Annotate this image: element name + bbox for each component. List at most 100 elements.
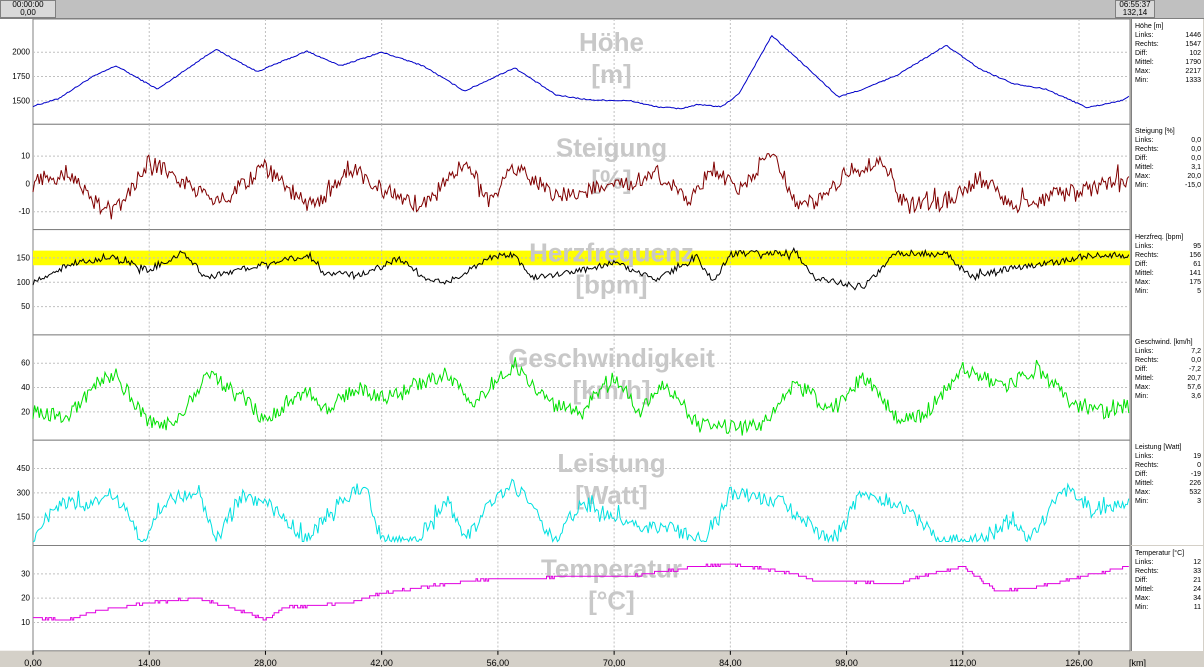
stat-value: 19	[1193, 453, 1201, 461]
stat-label: Min:	[1135, 77, 1149, 84]
series-line-hohe	[32, 34, 1130, 110]
stat-row: Diff: 0,0	[1135, 154, 1201, 163]
x-axis-area	[0, 650, 1204, 667]
panel-herzfrequenz: 50 100 150 Herzfrequenz[bpm]	[17, 229, 1131, 336]
panel-title-steigung: Steigung	[556, 132, 667, 162]
stat-panel-temperatur: Temperatur [°C] Links: 12 Rechts: 33 Diff: 21 M…	[1131, 545, 1203, 651]
panel-unit-leistung: [Watt]	[575, 480, 648, 510]
panel-title-hohe: Höhe	[579, 27, 644, 57]
panel-title-leistung: Leistung	[557, 448, 665, 478]
stat-label: Links:	[1135, 242, 1154, 250]
start-time: 00:00:00	[12, 0, 44, 9]
stat-row: Rechts: 0,0	[1135, 356, 1201, 365]
stat-panel-leistung: Leistung [Watt] Links: 19 Rechts: 0 Diff: -19 M…	[1131, 440, 1203, 546]
end-time: 06:55:37	[1119, 0, 1151, 9]
stat-label: Mittel:	[1135, 480, 1154, 488]
y-tick-label: 300	[17, 488, 31, 497]
stat-label: Min:	[1135, 287, 1149, 295]
stat-row: Max: 57,6	[1135, 383, 1201, 392]
stat-row: Max: 34	[1135, 594, 1201, 603]
stat-value: 5	[1197, 287, 1201, 295]
stat-title: Höhe [m]	[1135, 23, 1164, 30]
stat-label: Mittel:	[1135, 585, 1154, 593]
stat-row: Mittel: 20,7	[1135, 374, 1201, 383]
stat-label: Max:	[1135, 68, 1151, 75]
stat-row: Links: 1446	[1135, 31, 1201, 40]
stat-value: 20,7	[1187, 374, 1201, 382]
stat-title: Steigung [%]	[1135, 128, 1175, 136]
x-tick-label: 28,00	[254, 658, 277, 667]
stat-label: Links:	[1135, 558, 1154, 566]
stat-value: 20,0	[1187, 173, 1201, 181]
stat-label: Min:	[1135, 392, 1149, 400]
stat-value: 1547	[1185, 41, 1201, 48]
stat-label: Links:	[1135, 32, 1154, 39]
stat-row: Diff: -7,2	[1135, 365, 1201, 374]
end-readout: 06:55:37 132,14	[1115, 0, 1155, 18]
stat-row: Rechts: 156	[1135, 251, 1201, 260]
panel-title-temperatur: Temperatur	[541, 554, 682, 584]
x-tick-label: 56,00	[487, 658, 510, 667]
y-tick-label: 100	[17, 278, 31, 287]
stat-value: 24	[1193, 585, 1201, 593]
stat-row: Links: 12	[1135, 558, 1201, 567]
stat-row: Min: -15,0	[1135, 181, 1201, 190]
stat-panel-geschwindigkeit: Geschwind. [km/h] Links: 7,2 Rechts: 0,0 Diff…	[1131, 334, 1203, 441]
y-tick-label: 0	[26, 179, 31, 188]
stat-value: 226	[1189, 480, 1201, 488]
x-tick-label: 0,00	[24, 658, 42, 667]
stat-label: Links:	[1135, 137, 1154, 145]
stat-value: -15,0	[1185, 182, 1201, 190]
stat-row: Links: 0,0	[1135, 136, 1201, 145]
stat-row: Rechts: 1547	[1135, 40, 1201, 49]
stat-row: Mittel: 141	[1135, 269, 1201, 278]
stat-label: Diff:	[1135, 471, 1148, 479]
stat-panel-herzfrequenz: Herzfreq. [bpm] Links: 95 Rechts: 156 Diff: 61…	[1131, 229, 1203, 335]
stat-value: 12	[1193, 558, 1201, 566]
series-line-steigung	[32, 153, 1130, 220]
stat-value: 0,0	[1191, 356, 1201, 364]
start-readout: 00:00:00 0,00	[0, 0, 56, 18]
stat-value: 34	[1193, 594, 1201, 602]
stat-row: Rechts: 33	[1135, 567, 1201, 576]
stat-label: Diff:	[1135, 365, 1148, 373]
panel-steigung: -10 0 10 Steigung[%]	[18, 123, 1131, 231]
x-tick-label: 126,00	[1065, 658, 1093, 667]
stat-title: Herzfreq. [bpm]	[1135, 233, 1184, 241]
stat-label: Max:	[1135, 173, 1151, 181]
stat-row: Max: 20,0	[1135, 172, 1201, 181]
stat-row: Min: 3	[1135, 497, 1201, 506]
stat-label: Diff:	[1135, 155, 1148, 163]
stat-row: Min: 1333	[1135, 76, 1201, 85]
start-distance: 0,00	[20, 8, 36, 17]
stat-value: 0,0	[1191, 146, 1201, 154]
stat-label: Min:	[1135, 498, 1149, 506]
stat-value: 175	[1189, 278, 1201, 286]
panel-title-geschwindigkeit: Geschwindigkeit	[508, 343, 715, 373]
stat-row: Mittel: 3,1	[1135, 163, 1201, 172]
y-tick-label: 1500	[12, 96, 30, 105]
stat-value: 0	[1197, 462, 1201, 470]
series-line-temperatur	[33, 563, 1129, 621]
stat-value: 3,6	[1191, 392, 1201, 400]
stat-row: Diff: -19	[1135, 470, 1201, 479]
panel-leistung: 150 300 450 Leistung[Watt]	[17, 439, 1131, 547]
stat-row: Mittel: 24	[1135, 585, 1201, 594]
stat-value: 0,0	[1191, 137, 1201, 145]
y-tick-label: 1750	[12, 72, 30, 81]
stat-label: Rechts:	[1135, 356, 1159, 364]
y-tick-label: -10	[18, 207, 30, 216]
panel-unit-herzfrequenz: [bpm]	[575, 270, 647, 300]
stat-row: Max: 175	[1135, 278, 1201, 287]
series-line-herzfrequenz	[32, 246, 1130, 291]
series-line-geschwindigkeit	[32, 357, 1130, 436]
stat-label: Mittel:	[1135, 374, 1154, 382]
y-tick-label: 2000	[12, 48, 30, 57]
stat-value: 1333	[1185, 77, 1201, 84]
stat-value: 11	[1193, 603, 1201, 611]
panel-temperatur: 10 20 30 Temperatur[°C]	[21, 545, 1131, 652]
stat-label: Diff:	[1135, 260, 1148, 268]
panel-unit-hohe: [m]	[591, 59, 631, 89]
stat-title: Temperatur [°C]	[1135, 549, 1185, 557]
